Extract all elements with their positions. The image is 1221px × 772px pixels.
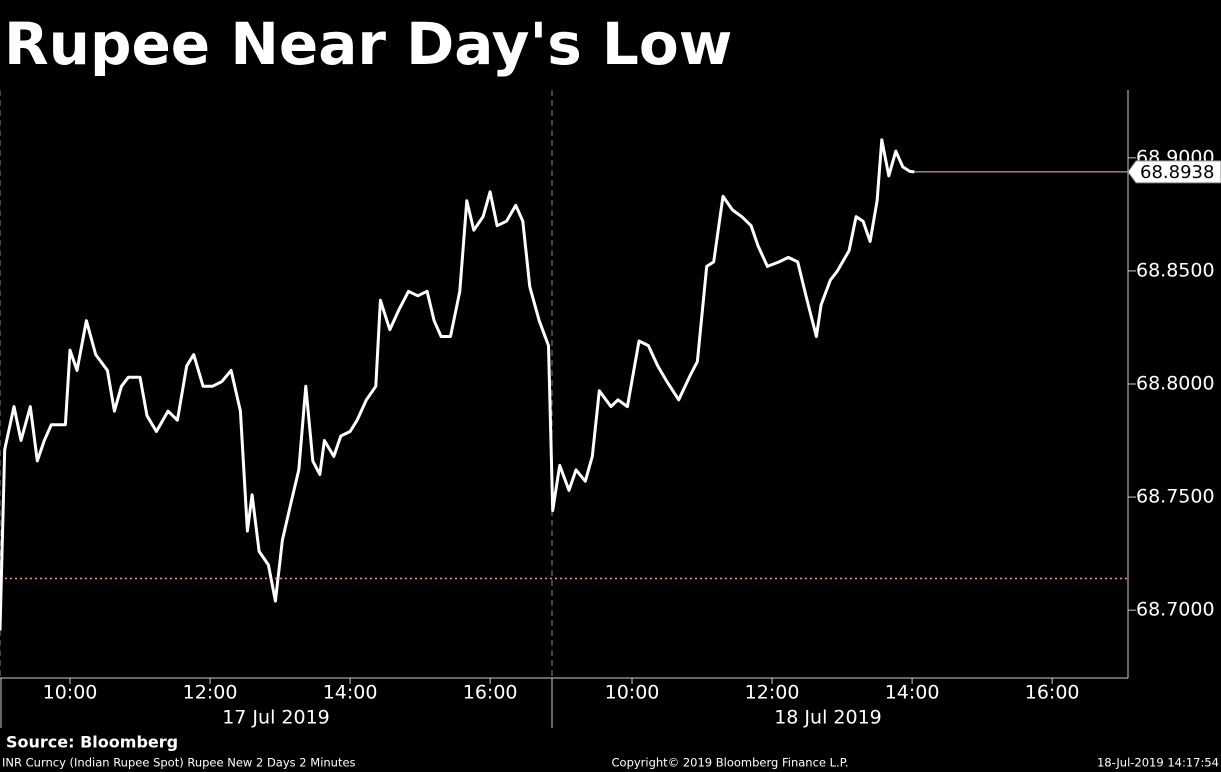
x-tick-label: 12:00 (183, 682, 238, 704)
x-tick-label: 10:00 (43, 682, 98, 704)
footer-right: 18-Jul-2019 14:17:54 (1097, 756, 1219, 770)
source: Source: Bloomberg (6, 733, 178, 752)
footer-left: INR Curncy (Indian Rupee Spot) Rupee New… (2, 756, 356, 770)
y-tick-label: 68.7500 (1136, 486, 1215, 508)
last-price-box (1127, 160, 1221, 184)
last-price-label: 68.8938 (1140, 162, 1214, 183)
chart-title: Rupee Near Day's Low (4, 10, 732, 78)
x-tick-label: 14:00 (885, 682, 940, 704)
y-tick-label: 68.8500 (1136, 259, 1215, 281)
x-tick-label: 16:00 (1025, 682, 1080, 704)
day-label: 18 Jul 2019 (774, 707, 882, 729)
day-label: 17 Jul 2019 (222, 707, 330, 729)
y-tick-label: 68.7000 (1136, 599, 1215, 621)
x-tick-label: 10:00 (605, 682, 660, 704)
footer-center: Copyright© 2019 Bloomberg Finance L.P. (612, 756, 849, 770)
price-line (0, 138, 915, 631)
x-tick-label: 12:00 (745, 682, 800, 704)
x-tick-label: 14:00 (323, 682, 378, 704)
y-tick-label: 68.8000 (1136, 373, 1215, 395)
x-tick-label: 16:00 (463, 682, 518, 704)
